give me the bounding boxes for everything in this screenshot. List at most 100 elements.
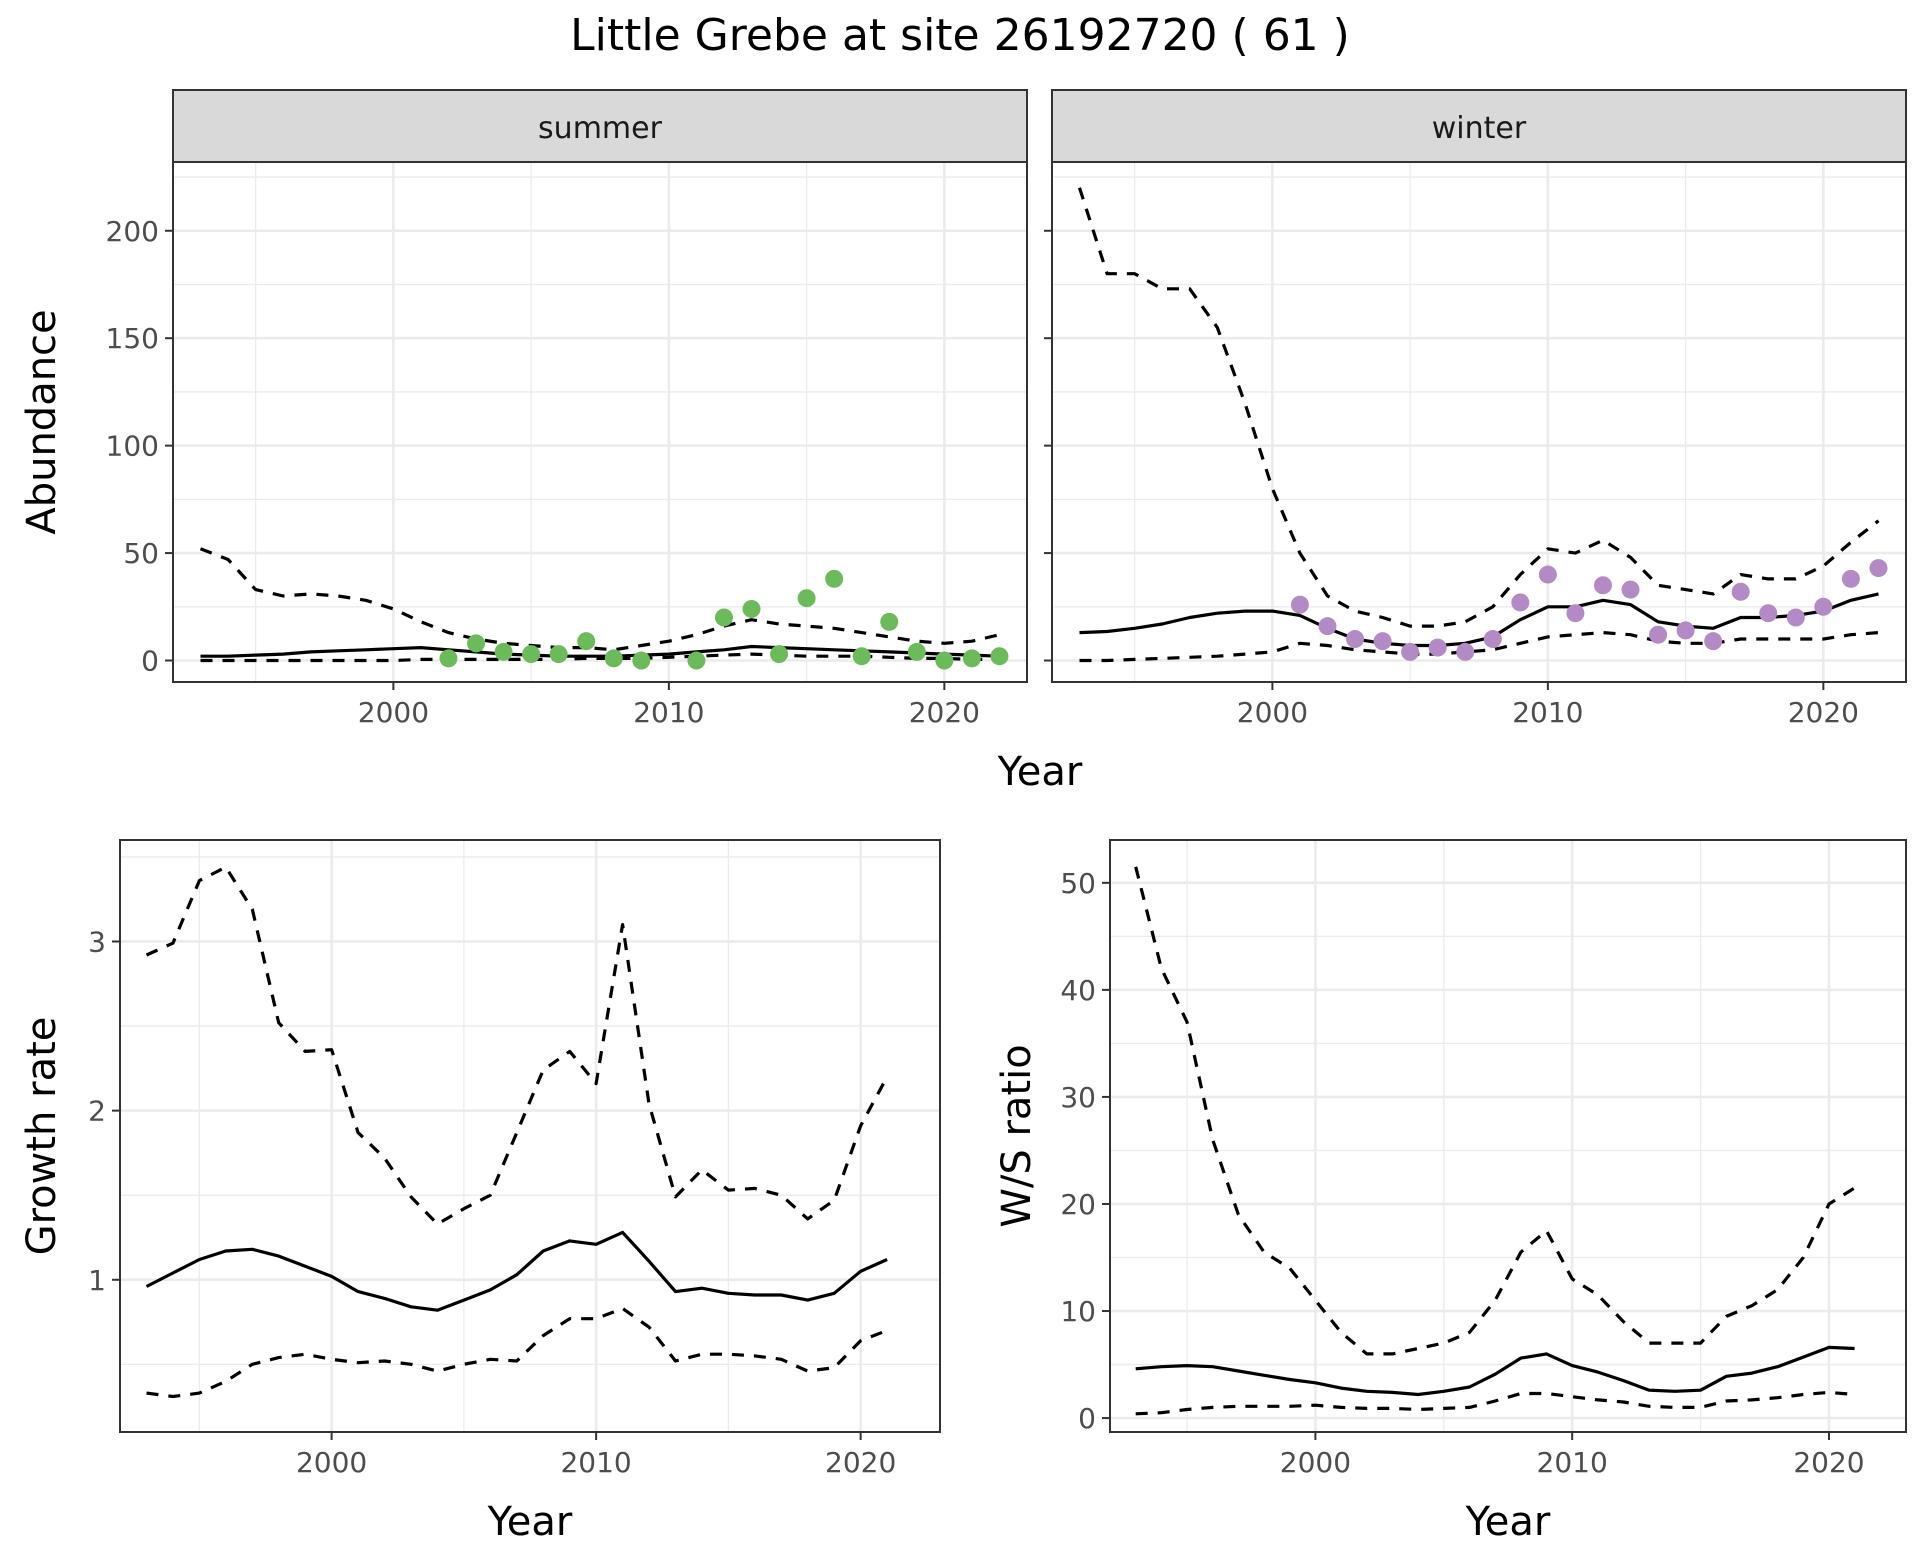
- gridlines-growth-rate: [120, 840, 940, 1432]
- data-point: [742, 599, 761, 618]
- x-tick-label: 2000: [1237, 696, 1308, 729]
- data-point: [549, 645, 568, 664]
- y-axis-title-ws-ratio: W/S ratio: [994, 1044, 1040, 1227]
- series-line-upper: [199, 547, 1000, 652]
- series-line-upper: [1134, 866, 1856, 1356]
- x-tick-label: 2010: [1512, 696, 1583, 729]
- series-line-fit: [1079, 592, 1879, 648]
- figure-title: Little Grebe at site 26192720 ( 61 ): [570, 10, 1350, 61]
- gridlines-ws-ratio: [1110, 840, 1906, 1432]
- data-point: [880, 612, 899, 631]
- data-point: [494, 642, 513, 661]
- strip-winter: [1051, 89, 1907, 163]
- panel-ws-ratio: 2000 2010 2020 0 10 20 30 40 50 Year W/S ratio: [994, 839, 1907, 1545]
- data-point: [522, 645, 541, 664]
- series-line-upper: [1077, 187, 1880, 628]
- data-point: [1401, 642, 1420, 661]
- panel-winter: winter 2000 2010 2020: [1044, 89, 1907, 729]
- x-axis-winter: 2000 2010 2020: [1044, 229, 1859, 729]
- data-point: [1511, 593, 1530, 612]
- data-point: [714, 608, 733, 627]
- x-tick-label: 2020: [909, 696, 980, 729]
- y-tick-label: 20: [1060, 1188, 1096, 1221]
- points-winter: [1290, 559, 1888, 661]
- strip-summer: [172, 89, 1028, 163]
- data-point: [687, 651, 706, 670]
- data-point: [1538, 565, 1557, 584]
- data-point: [632, 651, 651, 670]
- lines-ws-ratio: [1134, 866, 1856, 1416]
- data-point: [1869, 559, 1888, 578]
- data-point: [1786, 608, 1805, 627]
- y-tick-label: 200: [106, 215, 159, 248]
- y-tick-label: 50: [123, 537, 159, 570]
- plot-area-winter: [1052, 162, 1906, 682]
- x-tick-label: 2010: [633, 696, 704, 729]
- series-line-upper: [145, 865, 889, 1226]
- y-tick-label: 50: [1060, 867, 1096, 900]
- data-point: [1621, 580, 1640, 599]
- y-axis-growth-rate: 1 2 3: [88, 925, 120, 1297]
- x-axis-growth-rate: 2000 2010 2020: [296, 1432, 896, 1479]
- panel-border-ws-ratio: [1109, 839, 1907, 1433]
- y-tick-label: 100: [106, 430, 159, 463]
- panel-border-growth-rate: [119, 839, 941, 1433]
- points-summer: [439, 569, 1009, 670]
- data-point: [770, 645, 789, 664]
- series-line-lower: [1135, 1390, 1855, 1416]
- y-tick-label: 150: [106, 322, 159, 355]
- x-tick-label: 2000: [296, 1446, 367, 1479]
- panel-border-summer: [172, 161, 1028, 683]
- y-tick-label: 30: [1060, 1081, 1096, 1114]
- x-tick-label: 2020: [1788, 696, 1859, 729]
- lines-growth-rate: [145, 865, 889, 1399]
- data-point: [1456, 642, 1475, 661]
- y-axis-title-growth-rate: Growth rate: [19, 1017, 65, 1256]
- data-point: [1676, 621, 1695, 640]
- panel-border-winter: [1051, 161, 1907, 683]
- y-axis-summer: 0 50 100 150 200: [106, 215, 173, 678]
- panel-summer: summer 2000 2010 2020 0 50 100 150 200 Abundan…: [19, 89, 1028, 729]
- data-point: [1566, 604, 1585, 623]
- data-point: [1704, 632, 1723, 651]
- series-line-fit: [145, 1230, 888, 1312]
- plot-area-ws-ratio: [1110, 840, 1906, 1432]
- y-axis-title-summer: Abundance: [19, 309, 65, 534]
- series-line-fit: [1135, 1345, 1855, 1397]
- data-point: [990, 647, 1009, 666]
- data-point: [1346, 630, 1365, 649]
- data-point: [1841, 569, 1860, 588]
- x-tick-label: 2020: [825, 1446, 896, 1479]
- y-tick-label: 40: [1060, 974, 1096, 1007]
- series-line-lower: [1079, 631, 1879, 663]
- x-axis-title-top: Year: [997, 749, 1083, 795]
- lines-winter: [1077, 187, 1880, 663]
- plot-area-growth-rate: [120, 840, 940, 1432]
- x-axis-title-ws-ratio: Year: [1465, 1499, 1551, 1545]
- data-point: [1483, 630, 1502, 649]
- data-point: [907, 642, 926, 661]
- data-point: [1731, 582, 1750, 601]
- y-tick-label: 10: [1060, 1295, 1096, 1328]
- data-point: [1373, 632, 1392, 651]
- x-tick-label: 2000: [1280, 1446, 1351, 1479]
- x-tick-label: 2020: [1793, 1446, 1864, 1479]
- data-point: [935, 651, 954, 670]
- data-point: [1428, 638, 1447, 657]
- gridlines-winter: [1052, 162, 1906, 682]
- data-point: [962, 649, 981, 668]
- y-tick-label: 0: [1078, 1402, 1096, 1435]
- data-point: [467, 634, 486, 653]
- strip-label-winter: winter: [1432, 111, 1527, 146]
- y-tick-label: 0: [141, 645, 159, 678]
- strip-label-summer: summer: [538, 111, 663, 146]
- x-tick-label: 2010: [560, 1446, 631, 1479]
- data-point: [577, 632, 596, 651]
- x-axis-summer: 2000 2010 2020: [358, 682, 980, 729]
- data-point: [1290, 595, 1309, 614]
- plot-area-summer: [173, 162, 1027, 682]
- gridlines-summer: [173, 162, 1027, 682]
- y-tick-label: 1: [88, 1264, 106, 1297]
- x-axis-title-growth-rate: Year: [487, 1499, 573, 1545]
